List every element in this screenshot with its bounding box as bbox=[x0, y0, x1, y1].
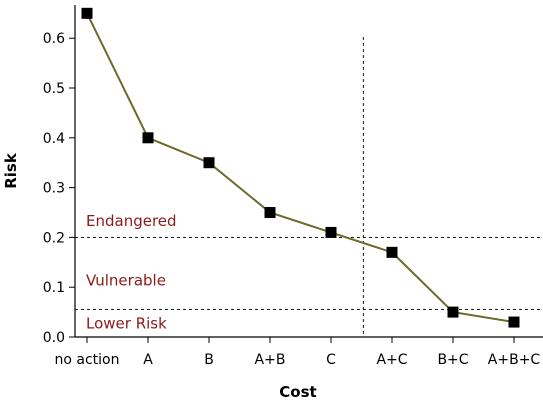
x-tick-label: A bbox=[143, 352, 153, 368]
y-ticks: 0.0 0.1 0.2 0.3 0.4 0.5 0.6 bbox=[43, 31, 75, 346]
y-tick-label: 0.2 bbox=[43, 230, 65, 246]
data-point bbox=[325, 226, 337, 238]
x-tick-label: no action bbox=[55, 352, 120, 368]
y-tick-label: 0.4 bbox=[43, 131, 65, 147]
series bbox=[86, 12, 515, 324]
x-tick-label: B bbox=[204, 352, 214, 368]
y-tick-label: 0.3 bbox=[43, 181, 65, 197]
series-line bbox=[86, 12, 515, 324]
zone-label: Vulnerable bbox=[86, 272, 166, 290]
data-point bbox=[203, 157, 215, 169]
y-tick-label: 0.1 bbox=[43, 280, 65, 296]
y-tick-label: 0.0 bbox=[43, 330, 65, 346]
data-point bbox=[508, 316, 520, 328]
y-tick-label: 0.6 bbox=[43, 31, 65, 47]
data-point bbox=[81, 7, 93, 19]
data-point bbox=[142, 132, 154, 144]
x-tick-label: A+B+C bbox=[488, 352, 541, 368]
data-points bbox=[81, 7, 520, 328]
zone-label: Lower Risk bbox=[86, 315, 167, 333]
reference-lines bbox=[75, 37, 543, 337]
zone-label: Endangered bbox=[86, 212, 177, 230]
zone-labels: Endangered Vulnerable Lower Risk bbox=[86, 212, 177, 333]
x-tick-label: C bbox=[326, 352, 336, 368]
data-point bbox=[447, 306, 459, 318]
x-tick-label: A+B bbox=[255, 352, 286, 368]
data-point bbox=[386, 246, 398, 258]
data-point bbox=[264, 207, 276, 219]
axes bbox=[74, 5, 543, 338]
y-axis-title: Risk bbox=[2, 152, 20, 189]
x-tick-label: B+C bbox=[437, 352, 468, 368]
x-axis-title: Cost bbox=[279, 383, 316, 401]
x-tick-label: A+C bbox=[376, 352, 407, 368]
y-tick-label: 0.5 bbox=[43, 81, 65, 97]
x-ticks: no action A B A+B C A+C B+C A+B+C bbox=[55, 337, 541, 368]
